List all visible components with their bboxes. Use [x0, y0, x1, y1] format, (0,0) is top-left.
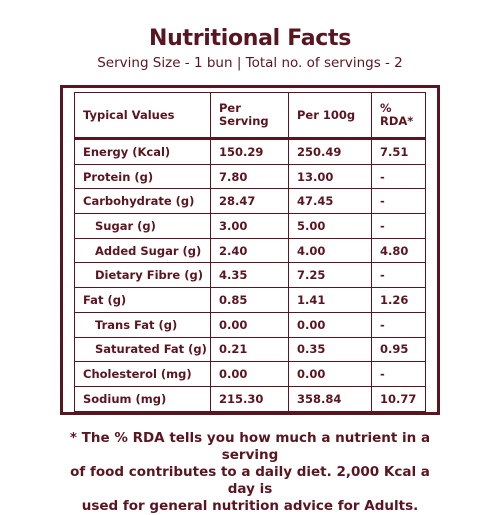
- rda-value: 7.51: [371, 138, 426, 165]
- label-frame: [60, 85, 440, 415]
- nutrient-label: Protein (g): [74, 163, 211, 190]
- per-serving-value: 215.30: [210, 385, 289, 412]
- per-100g-value: 0.00: [288, 311, 372, 338]
- table-row: Protein (g) 7.80 13.00-: [74, 163, 426, 190]
- footnote-line-2: of food contributes to a daily diet. 2,0…: [70, 464, 430, 497]
- per-100g-value: 0.00: [288, 361, 372, 387]
- nutrient-label: Fat (g): [74, 287, 211, 313]
- per-serving-value: 3.00: [210, 213, 289, 239]
- per-serving-value: 7.80: [210, 163, 289, 190]
- rda-value: -: [371, 361, 426, 387]
- table-row: Sodium (mg) 215.30 358.84 10.77: [74, 385, 426, 412]
- table-header-row: Typical Values Per Serving Per 100g % RD…: [74, 92, 426, 140]
- per-100g-value: 358.84: [288, 385, 372, 412]
- nutrient-label: Energy (Kcal): [74, 138, 211, 165]
- header-per-100g: Per 100g: [288, 92, 372, 140]
- header-rda: % RDA*: [371, 92, 426, 140]
- rda-value: -: [371, 213, 426, 239]
- per-100g-value: 0.35: [288, 336, 372, 363]
- per-serving-value: 4.35: [210, 262, 289, 289]
- rda-value: 4.80: [371, 237, 426, 264]
- per-100g-value: 4.00: [288, 237, 372, 264]
- footnote-line-3: used for general nutrition advice for Ad…: [81, 498, 419, 514]
- rda-value: -: [371, 188, 426, 215]
- per-serving-value: 0.00: [210, 361, 289, 387]
- nutrient-label: Trans Fat (g): [74, 311, 211, 338]
- nutrient-label: Saturated Fat (g): [74, 336, 211, 363]
- footnote-line-1: * The % RDA tells you how much a nutrien…: [69, 430, 431, 463]
- table-row: Dietary Fibre (g) 4.35 7.25-: [74, 262, 426, 289]
- nutrient-label: Cholesterol (mg): [74, 361, 211, 387]
- nutrient-label: Carbohydrate (g): [74, 188, 211, 215]
- rda-value: -: [371, 262, 426, 289]
- rda-value: -: [371, 311, 426, 338]
- nutrient-label: Added Sugar (g): [74, 237, 211, 264]
- rda-value: 0.95: [371, 336, 426, 363]
- header-per-serving: Per Serving: [210, 92, 289, 140]
- rda-footnote: * The % RDA tells you how much a nutrien…: [64, 430, 436, 515]
- per-100g-value: 1.41: [288, 287, 372, 313]
- per-serving-value: 0.85: [210, 287, 289, 313]
- table-row: Cholesterol (mg) 0.00 0.00-: [74, 361, 426, 387]
- table-row: Trans Fat (g) 0.00 0.00-: [74, 311, 426, 338]
- rda-value: 1.26: [371, 287, 426, 313]
- serving-info: Serving Size - 1 bun | Total no. of serv…: [97, 55, 403, 71]
- nutrient-label: Sodium (mg): [74, 385, 211, 412]
- page-title: Nutritional Facts: [149, 26, 351, 51]
- table-row: Carbohydrate (g) 28.47 47.45-: [74, 188, 426, 215]
- per-100g-value: 5.00: [288, 213, 372, 239]
- per-100g-value: 250.49: [288, 138, 372, 165]
- per-100g-value: 47.45: [288, 188, 372, 215]
- header-typical-values: Typical Values: [74, 92, 211, 140]
- nutrition-table: Typical Values Per Serving Per 100g % RD…: [74, 92, 426, 412]
- table-row: Saturated Fat (g) 0.21 0.35 0.95: [74, 336, 426, 363]
- table-row: Fat (g) 0.85 1.41 1.26: [74, 287, 426, 313]
- per-100g-value: 13.00: [288, 163, 372, 190]
- per-100g-value: 7.25: [288, 262, 372, 289]
- table-row: Added Sugar (g) 2.40 4.00 4.80: [74, 237, 426, 264]
- per-serving-value: 28.47: [210, 188, 289, 215]
- per-serving-value: 0.00: [210, 311, 289, 338]
- table-row: Energy (Kcal) 150.29 250.49 7.51: [74, 138, 426, 165]
- per-serving-value: 0.21: [210, 336, 289, 363]
- per-serving-value: 2.40: [210, 237, 289, 264]
- table-row: Sugar (g) 3.00 5.00-: [74, 213, 426, 239]
- rda-value: 10.77: [371, 385, 426, 412]
- nutrient-label: Dietary Fibre (g): [74, 262, 211, 289]
- rda-value: -: [371, 163, 426, 190]
- per-serving-value: 150.29: [210, 138, 289, 165]
- nutrient-label: Sugar (g): [74, 213, 211, 239]
